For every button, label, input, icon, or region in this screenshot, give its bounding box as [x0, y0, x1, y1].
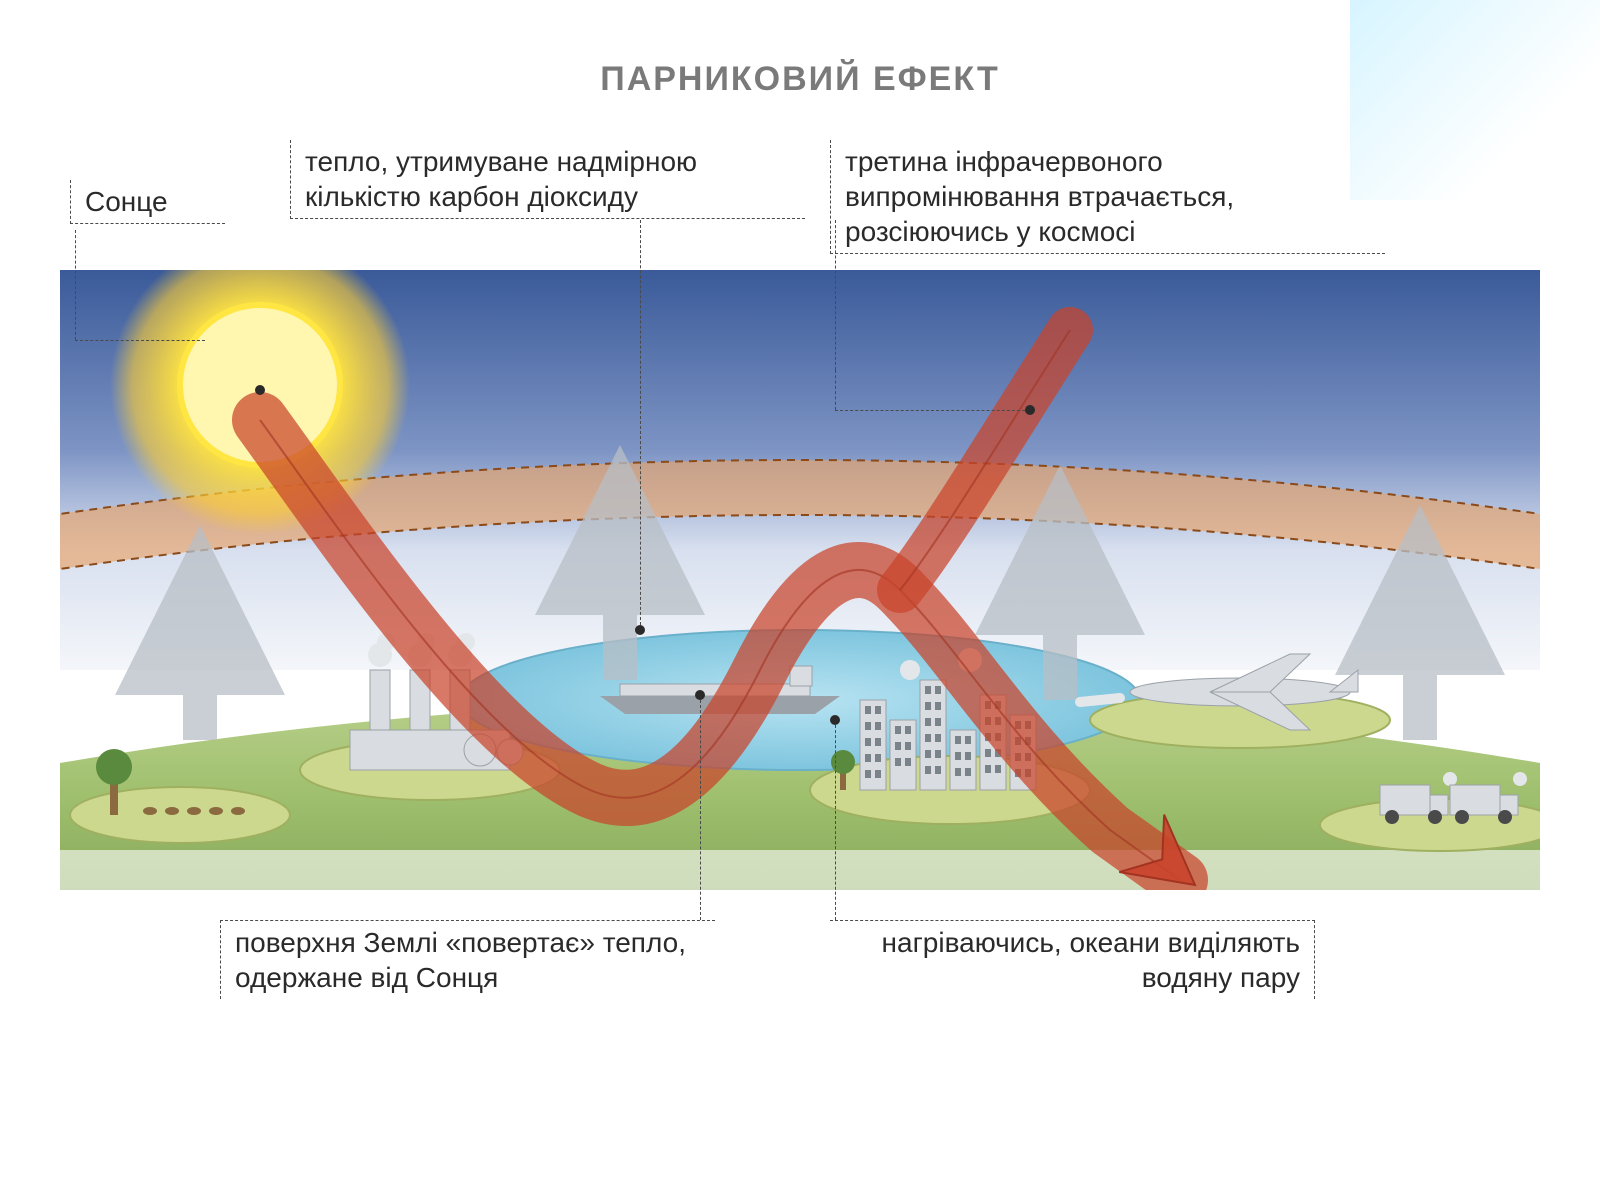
callout-heat-trapped: тепло, утримуване надмірною кількістю ка…	[290, 140, 805, 219]
diagram-title: ПАРНИКОВИЙ ЕФЕКТ	[0, 60, 1600, 99]
callout-ir-lost: третина інфрачервоного випромінювання вт…	[830, 140, 1385, 254]
leader-ir-vert2	[835, 370, 836, 410]
leader-sun	[75, 230, 76, 340]
leader-ir-horiz	[835, 410, 1030, 411]
corner-decoration	[1350, 0, 1600, 200]
leader-sun-horiz	[75, 340, 205, 341]
dot-earth_return	[695, 690, 705, 700]
leader-earth_return	[700, 700, 701, 920]
leader-heat_trapped	[640, 220, 641, 630]
dot-heat_trapped	[635, 625, 645, 635]
dot-ir_lost	[1025, 405, 1035, 415]
callout-ocean-vapor: нагріваючись, океани виділяють водяну па…	[830, 920, 1315, 999]
greenhouse-diagram	[60, 270, 1540, 890]
leader-ir_lost	[835, 220, 836, 370]
callout-sun: Сонце	[70, 180, 225, 224]
page: ПАРНИКОВИЙ ЕФЕКТ Сонце тепло, утримуване…	[0, 0, 1600, 1200]
callout-earth-return: поверхня Землі «повертає» тепло, одержан…	[220, 920, 715, 999]
leader-ocean_vapor	[835, 720, 836, 920]
dot-ocean_vapor	[830, 715, 840, 725]
dot-sun	[255, 385, 265, 395]
